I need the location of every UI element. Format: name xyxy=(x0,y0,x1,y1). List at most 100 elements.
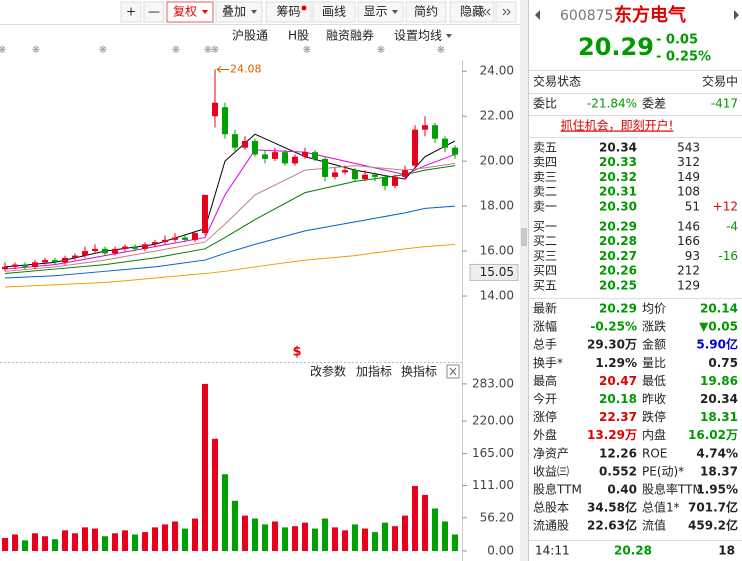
stat-value: 0.40 xyxy=(607,483,637,497)
toolbar-button-label[interactable]: — xyxy=(148,5,160,19)
candle-body xyxy=(232,134,238,148)
volume-bar xyxy=(452,534,458,551)
toolbar-button-label[interactable]: 隐藏 xyxy=(460,5,484,19)
volume-bar xyxy=(302,522,308,551)
stat-value: 29.30万 xyxy=(587,338,637,352)
max-label: 24.08 xyxy=(230,62,262,75)
toolbar-button[interactable] xyxy=(449,1,495,23)
stat-value: 4.74% xyxy=(696,446,738,460)
volume-bar xyxy=(392,526,398,551)
toolbar-button-label[interactable]: 简约 xyxy=(414,4,438,19)
indicator-button[interactable]: 换指标 xyxy=(401,364,437,379)
volume-bar xyxy=(142,532,148,551)
scrollbar[interactable] xyxy=(520,0,528,561)
event-star: ❋ xyxy=(377,45,385,56)
candle-body xyxy=(102,248,108,254)
y-tick-label: 14.00 xyxy=(480,289,514,303)
toolbar-link[interactable]: 设置均线 xyxy=(394,29,442,43)
stat-value: 20.18 xyxy=(599,392,637,406)
candle-body xyxy=(72,255,78,258)
price-change-pct: - 0.25% xyxy=(656,50,711,65)
promo-link[interactable]: 抓住机会，即刻开户! xyxy=(561,118,674,133)
indicator-button[interactable]: 改参数 xyxy=(310,364,346,379)
volume-bar xyxy=(372,532,378,551)
y-tick-label: 22.00 xyxy=(480,109,514,123)
toolbar-button-label[interactable]: 筹码 xyxy=(276,5,300,19)
volume-bar xyxy=(262,524,268,551)
event-star: ❋ xyxy=(172,45,180,56)
event-star: ❋ xyxy=(437,45,445,56)
toolbar-link[interactable]: H股 xyxy=(288,29,309,43)
toolbar-button-label[interactable]: 复权 xyxy=(173,5,197,19)
y-tick-label: 16.00 xyxy=(480,244,514,258)
volume-bar xyxy=(442,521,448,551)
collapse-icon xyxy=(482,8,491,16)
candle-body xyxy=(2,266,8,270)
stat-label: 换手* xyxy=(533,356,563,370)
stat-label: 跌停 xyxy=(642,409,666,424)
volume-bar xyxy=(382,522,388,551)
book-level: 卖五 xyxy=(533,141,557,155)
stat-value: 19.86 xyxy=(700,374,738,388)
toolbar-link[interactable]: 沪股通 xyxy=(232,29,268,43)
toolbar-button[interactable] xyxy=(265,1,312,23)
toolbar-button[interactable] xyxy=(143,1,165,23)
tick-price: 20.28 xyxy=(614,544,652,558)
volume-bar xyxy=(312,528,318,551)
toolbar-button[interactable] xyxy=(312,1,356,23)
price-change: - 0.05 xyxy=(656,33,698,48)
moving-average xyxy=(4,133,456,268)
book-price: 20.34 xyxy=(599,141,637,155)
next-stock[interactable] xyxy=(734,10,739,20)
prev-stock[interactable] xyxy=(535,10,540,20)
tick-volume: 18 xyxy=(718,544,735,558)
stat-value: 34.58亿 xyxy=(587,500,637,515)
toolbar-button[interactable] xyxy=(166,1,214,23)
scroll-thumb[interactable] xyxy=(521,228,527,246)
volume-bar xyxy=(252,518,258,551)
candle-body xyxy=(362,174,368,180)
volume-bar xyxy=(342,530,348,551)
event-icon[interactable]: $ xyxy=(292,345,301,360)
indicator-button[interactable]: 加指标 xyxy=(356,364,392,379)
toolbar-button-label[interactable]: + xyxy=(126,5,136,19)
book-price: 20.31 xyxy=(599,185,637,199)
weicha: -417 xyxy=(711,97,738,111)
stat-value: 22.37 xyxy=(599,410,637,424)
candle-body xyxy=(212,102,218,117)
toolbar-button-label[interactable]: 叠加 xyxy=(222,5,246,19)
stat-label: 均价 xyxy=(642,302,666,316)
stat-label: 涨跌 xyxy=(642,319,666,334)
max-arrow xyxy=(216,66,229,73)
candle-body xyxy=(332,172,338,177)
status-label: 交易状态 xyxy=(533,74,581,89)
close-icon xyxy=(449,367,457,376)
candle-body xyxy=(52,260,58,263)
candle-body xyxy=(282,152,288,164)
stat-value: 1.95% xyxy=(696,483,738,497)
stat-label: 金额 xyxy=(642,337,666,352)
toolbar-button[interactable] xyxy=(215,1,263,23)
volume-bar xyxy=(12,534,18,551)
candle-body xyxy=(12,264,18,267)
toolbar-button[interactable] xyxy=(357,1,404,23)
volume-bar xyxy=(432,508,438,551)
dropdown-arrow xyxy=(202,10,208,14)
toolbar-button-label[interactable]: 画线 xyxy=(322,5,346,19)
toolbar-button[interactable] xyxy=(120,1,142,23)
tick-time: 14:11 xyxy=(535,544,570,558)
volume-bar xyxy=(112,533,118,551)
stat-label: 外盘 xyxy=(533,427,557,442)
volume-bar xyxy=(72,533,78,551)
book-delta: -4 xyxy=(726,220,738,234)
stat-label: 最低 xyxy=(642,374,666,388)
candle-body xyxy=(222,107,228,135)
toolbar-link[interactable]: 融资融券 xyxy=(326,28,374,43)
book-volume: 93 xyxy=(685,249,700,263)
volume-bar xyxy=(62,530,68,551)
toolbar-button-label[interactable]: 显示 xyxy=(363,5,387,19)
volume-bar xyxy=(42,536,48,551)
candle-body xyxy=(322,158,328,177)
toolbar-button[interactable] xyxy=(405,1,447,23)
